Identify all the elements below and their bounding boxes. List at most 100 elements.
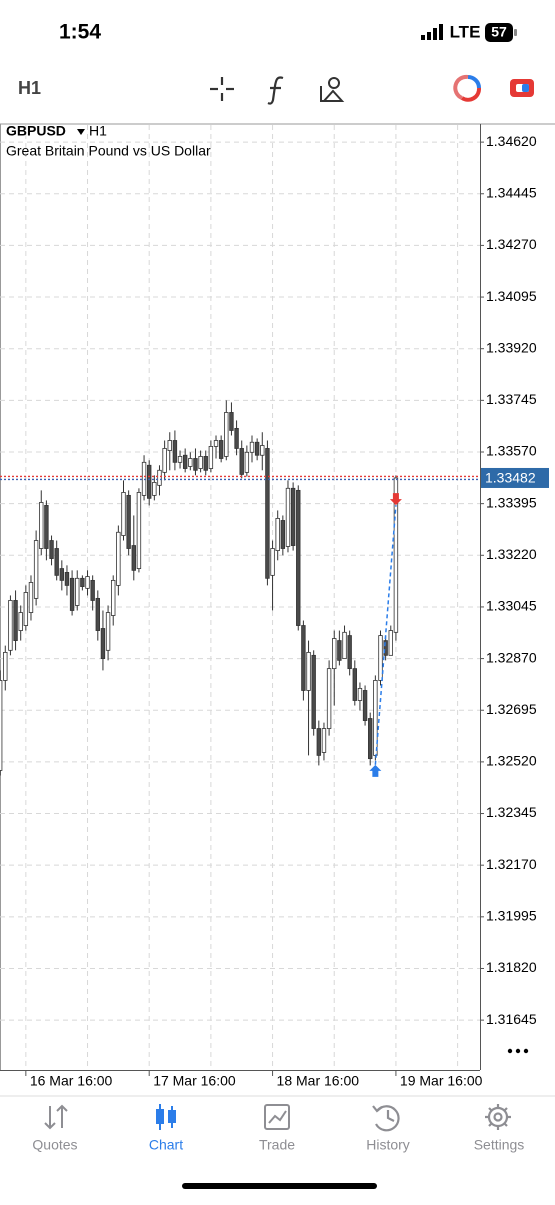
y-tick-label: 1.32695 xyxy=(486,701,537,717)
y-tick-label: 1.33045 xyxy=(486,598,537,614)
candle-body xyxy=(28,582,34,613)
candle-body xyxy=(296,489,301,626)
candle-body xyxy=(198,456,203,469)
trade-line xyxy=(374,505,397,765)
y-tick-label: 1.34445 xyxy=(486,184,537,200)
candle-body xyxy=(352,668,357,701)
status-time: 1:54 xyxy=(59,21,101,44)
candle-body xyxy=(290,487,296,546)
tab-settings[interactable]: Settings xyxy=(474,1137,525,1153)
candle-body xyxy=(332,638,337,670)
candle-body xyxy=(18,612,23,631)
more-button[interactable] xyxy=(507,1048,529,1054)
candle-body xyxy=(59,568,65,581)
y-tick-label: 1.33920 xyxy=(486,339,537,355)
crosshair-button[interactable] xyxy=(210,77,234,101)
y-tick-label: 1.31645 xyxy=(486,1011,537,1027)
battery-level: 57 xyxy=(491,24,507,40)
candle-body xyxy=(23,592,29,626)
trade-icon xyxy=(264,1104,290,1130)
y-tick-label: 1.33745 xyxy=(486,391,537,407)
objects-button[interactable] xyxy=(320,77,345,102)
tab-history[interactable]: History xyxy=(366,1137,410,1153)
tab-chart[interactable]: Chart xyxy=(149,1137,183,1153)
candle-body xyxy=(80,577,85,587)
candle-body xyxy=(111,579,116,616)
indicators-button[interactable] xyxy=(267,76,284,105)
candle-body xyxy=(121,492,126,536)
candle-body xyxy=(260,445,265,456)
candle-body xyxy=(285,487,291,547)
y-tick-label: 1.32520 xyxy=(486,753,537,769)
candle-body xyxy=(224,412,229,457)
history-icon xyxy=(372,1105,400,1132)
candle-body xyxy=(301,625,306,691)
price-label-box xyxy=(481,467,549,488)
candle-body xyxy=(337,640,342,661)
candle-body xyxy=(306,651,311,691)
candle-body xyxy=(244,451,250,473)
candle-body xyxy=(254,441,260,456)
buy-arrow xyxy=(369,764,382,777)
candle-body xyxy=(234,427,239,449)
sell-arrow xyxy=(389,493,402,506)
candle-body xyxy=(193,458,198,471)
candle-body xyxy=(44,505,49,549)
price-label: 1.33482 xyxy=(485,470,536,486)
y-tick-label: 1.34270 xyxy=(486,236,537,252)
y-tick-label: 1.33395 xyxy=(486,494,537,510)
candle-body xyxy=(3,651,8,681)
candle-body xyxy=(378,635,383,681)
candle-body xyxy=(265,448,270,579)
candle-body xyxy=(162,448,167,473)
y-tick-label: 1.34095 xyxy=(486,288,537,304)
y-tick-label: 1.33220 xyxy=(486,546,537,562)
account-button[interactable] xyxy=(453,74,481,102)
candle-body xyxy=(326,668,332,729)
y-tick-label: 1.31995 xyxy=(486,908,537,924)
chart-timeframe: H1 xyxy=(89,123,107,139)
signal-icon xyxy=(421,24,443,40)
candle-body xyxy=(342,631,347,659)
home-indicator xyxy=(182,1183,377,1189)
x-tick-label: 18 Mar 16:00 xyxy=(277,1073,360,1089)
trade-button[interactable] xyxy=(510,79,534,97)
candle-body xyxy=(213,440,219,447)
candle-body xyxy=(203,456,208,471)
candle-body xyxy=(90,579,95,601)
candle-body xyxy=(126,494,131,549)
chart-icon xyxy=(156,1104,176,1130)
tab-trade[interactable]: Trade xyxy=(259,1137,295,1153)
timeframe-button[interactable]: H1 xyxy=(18,78,41,98)
candle-body xyxy=(275,518,280,551)
candle-body xyxy=(177,456,183,463)
y-tick-label: 1.31820 xyxy=(486,959,537,975)
symbol[interactable]: GBPUSD xyxy=(6,123,66,139)
y-tick-label: 1.34620 xyxy=(486,133,537,149)
candle-body xyxy=(69,577,75,611)
tab-quotes[interactable]: Quotes xyxy=(32,1137,77,1153)
candle-body xyxy=(208,445,214,469)
candle-body xyxy=(280,520,286,549)
candle-body xyxy=(362,690,368,721)
x-tick-label: 19 Mar 16:00 xyxy=(400,1073,483,1089)
battery-tip xyxy=(514,29,517,36)
candle-body xyxy=(49,540,54,559)
candle-body xyxy=(131,545,136,571)
settings-icon xyxy=(485,1104,511,1130)
y-tick-label: 1.32170 xyxy=(486,856,537,872)
symbol-dropdown[interactable] xyxy=(77,129,85,135)
candle-body xyxy=(13,600,18,641)
candle-body xyxy=(75,577,80,606)
candle-body xyxy=(357,687,363,701)
candle-body xyxy=(39,502,44,549)
candle-body xyxy=(100,628,106,659)
candle-body xyxy=(229,412,234,431)
status-network: LTE xyxy=(450,22,481,41)
candle-body xyxy=(146,464,152,499)
candle-body xyxy=(182,454,188,469)
candle-body xyxy=(316,728,322,756)
candle-body xyxy=(347,635,352,670)
y-tick-label: 1.33570 xyxy=(486,443,537,459)
